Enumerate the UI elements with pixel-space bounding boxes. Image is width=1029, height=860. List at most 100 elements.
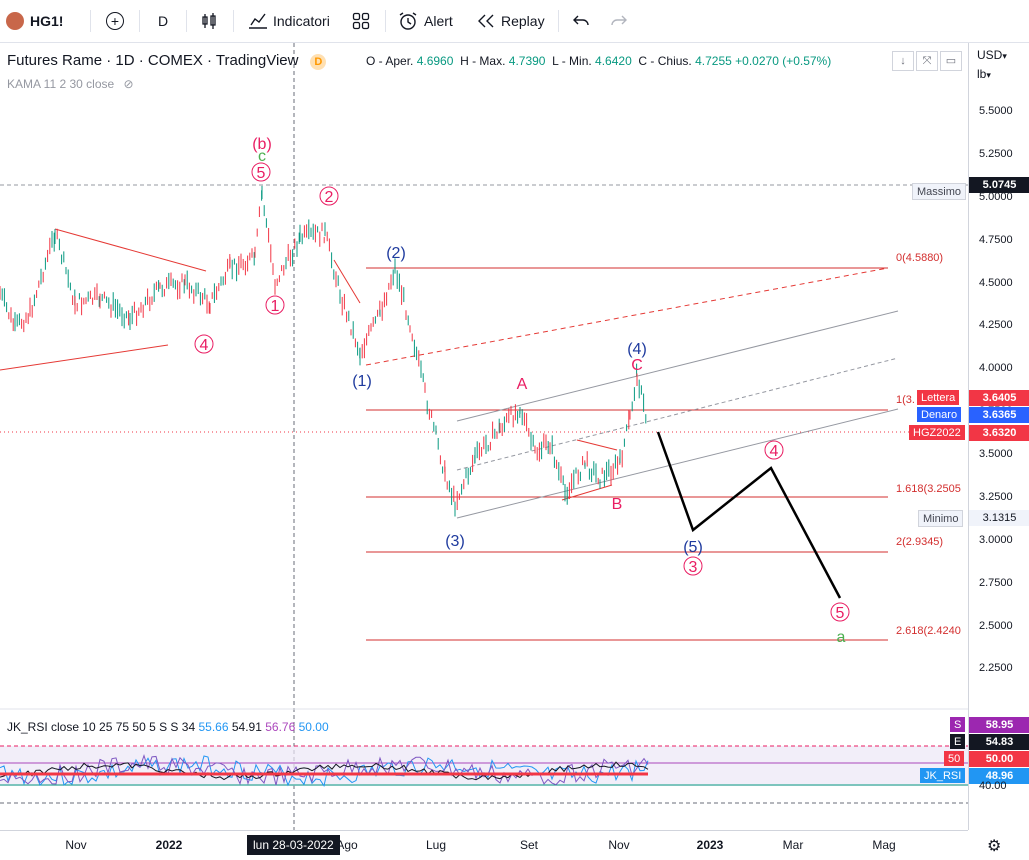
eye-hidden-icon[interactable]: ⊘: [123, 77, 134, 91]
time-tick: Mag: [872, 838, 896, 852]
currency-selector[interactable]: USD▾: [977, 48, 1007, 62]
wave-circle-4-future: 4: [764, 440, 784, 460]
wave-circle-5: 5: [251, 162, 271, 182]
top-toolbar: HG1! + D Indicatori Alert Replay: [0, 0, 1029, 43]
chart-title[interactable]: Futures Rame · 1D · COMEX · TradingView: [7, 52, 299, 69]
rsi-s-label: S: [950, 717, 966, 732]
denaro-price-tag: 3.6365: [969, 407, 1029, 423]
toolbar-divider: [186, 10, 187, 32]
svg-text:5: 5: [257, 165, 266, 182]
time-axis[interactable]: Nov 2022 Ago Lug Set Nov 2023 Mar Mag lun 28-03-…: [0, 830, 968, 860]
move-down-button[interactable]: ↓: [892, 51, 914, 71]
main-chart-pane[interactable]: (b) c 5 2 1 4 (2) (1) (3) (4) (5) A B C …: [0, 43, 968, 830]
interval-label: D: [158, 13, 169, 29]
crosshair-time-label: lun 28-03-2022: [247, 835, 340, 855]
lettera-price-tag: 3.6405: [969, 390, 1029, 406]
price-tick: 3.0000: [979, 533, 1013, 546]
svg-text:5: 5: [836, 605, 845, 622]
rsi-value-4: 50.00: [298, 720, 329, 734]
replay-label: Replay: [501, 13, 545, 29]
indicator-legend[interactable]: KAMA 11 2 30 close ⊘: [7, 77, 134, 91]
massimo-price-tag: 5.0745: [969, 177, 1029, 193]
layouts-button[interactable]: [352, 0, 370, 42]
time-tick: 2022: [155, 838, 183, 852]
triangle-pattern-left: [0, 228, 889, 371]
rsi-series: [0, 754, 649, 788]
fib-label-1618: 1.618(3.2505: [896, 483, 961, 495]
symbol-button[interactable]: HG1!: [6, 0, 63, 42]
price-tick: 4.2500: [979, 319, 1013, 332]
wave-label-3-blue: (3): [445, 533, 465, 550]
price-bars: [0, 185, 647, 517]
abc-triangle: [561, 439, 618, 501]
rsi-e-value: 54.83: [969, 734, 1029, 750]
price-axis[interactable]: USD▾ lb▾ 5.5000 5.2500 5.0000 4.7500 4.5000 4…: [968, 43, 1029, 830]
kama-label: KAMA 11 2 30 close: [7, 77, 115, 91]
time-tick: Lug: [425, 838, 447, 852]
indicators-label: Indicatori: [273, 13, 330, 29]
massimo-label: Massimo: [912, 183, 967, 200]
price-tick: 2.5000: [979, 619, 1013, 632]
wave-circle-2: 2: [319, 186, 339, 206]
rsi-value-1: 55.66: [198, 720, 229, 734]
price-tick: 4.0000: [979, 362, 1013, 375]
toolbar-divider: [233, 10, 234, 32]
maximize-button[interactable]: ▭: [940, 51, 962, 71]
rsi-50-value: 50.00: [969, 751, 1029, 767]
time-tick: 2023: [696, 838, 724, 852]
minimo-label: Minimo: [918, 510, 964, 527]
fib-label-1: 1(3.: [896, 394, 915, 406]
grid-layout-icon: [352, 12, 370, 30]
projection-path: [656, 431, 842, 599]
plus-circle-icon: +: [106, 12, 124, 30]
rsi-title: JK_RSI close 10 25 75 50 5 S S 34: [7, 720, 196, 734]
alert-label: Alert: [424, 13, 453, 29]
svg-text:4: 4: [200, 337, 209, 354]
symbol-label: HG1!: [30, 13, 64, 29]
replay-button[interactable]: Replay: [477, 0, 545, 42]
fib-label-2: 2(2.9345): [896, 536, 943, 548]
price-chart[interactable]: (b) c 5 2 1 4 (2) (1) (3) (4) (5) A B C …: [0, 43, 968, 830]
compare-add-button[interactable]: +: [106, 0, 124, 42]
settings-button[interactable]: ⚙: [987, 836, 1001, 856]
rsi-legend[interactable]: JK_RSI close 10 25 75 50 5 S S 34 55.66 …: [7, 720, 329, 734]
redo-icon: [611, 15, 627, 26]
toolbar-divider: [558, 10, 559, 32]
candles-icon: [202, 13, 216, 29]
undo-icon: [573, 15, 589, 26]
time-tick: Nov: [65, 838, 87, 852]
trend-channel: [456, 310, 899, 519]
wave-label-b: (b): [252, 136, 272, 153]
rsi-value-2: 54.91: [231, 720, 262, 734]
wave-label-c-green: c: [258, 148, 266, 165]
rsi-value-3: 56.76: [265, 720, 296, 734]
price-tick: 3.5000: [979, 448, 1013, 460]
fib-text: 0(4.5880) 1(3. 1.618(3.2505 2(2.9345) 2.…: [896, 252, 961, 637]
collapse-button[interactable]: ⤧: [916, 51, 938, 71]
price-tick: 4.7500: [979, 233, 1013, 246]
wave-label-1-blue: (1): [352, 373, 372, 390]
wave-label-B: B: [612, 496, 623, 513]
price-tick: 5.5000: [979, 105, 1013, 117]
price-tick: 4.5000: [979, 276, 1013, 289]
symbol-logo-icon: [6, 12, 24, 30]
chart-type-button[interactable]: [201, 0, 219, 42]
unit-selector[interactable]: lb▾: [977, 67, 991, 81]
alert-button[interactable]: Alert: [398, 0, 453, 42]
lettera-label: Lettera: [917, 390, 960, 405]
price-tick: 2.7500: [979, 576, 1013, 589]
redo-button[interactable]: [610, 0, 628, 42]
undo-button[interactable]: [572, 0, 590, 42]
wave-circle-5-future: 5: [830, 602, 850, 622]
interval-button[interactable]: D: [158, 0, 168, 42]
wave-label-a-green: a: [837, 629, 846, 646]
wave-label-4-blue: (4): [627, 341, 647, 358]
symbol-price-label: HGZ2022: [909, 425, 965, 440]
rsi-s-value: 58.95: [969, 717, 1029, 733]
alarm-clock-icon: [399, 12, 417, 30]
wave-label-A: A: [517, 376, 528, 393]
rsi-tick-40: 40.00: [979, 780, 1007, 792]
svg-text:1: 1: [271, 298, 280, 315]
price-tick: 5.0000: [979, 190, 1013, 203]
indicators-button[interactable]: Indicatori: [248, 0, 330, 42]
